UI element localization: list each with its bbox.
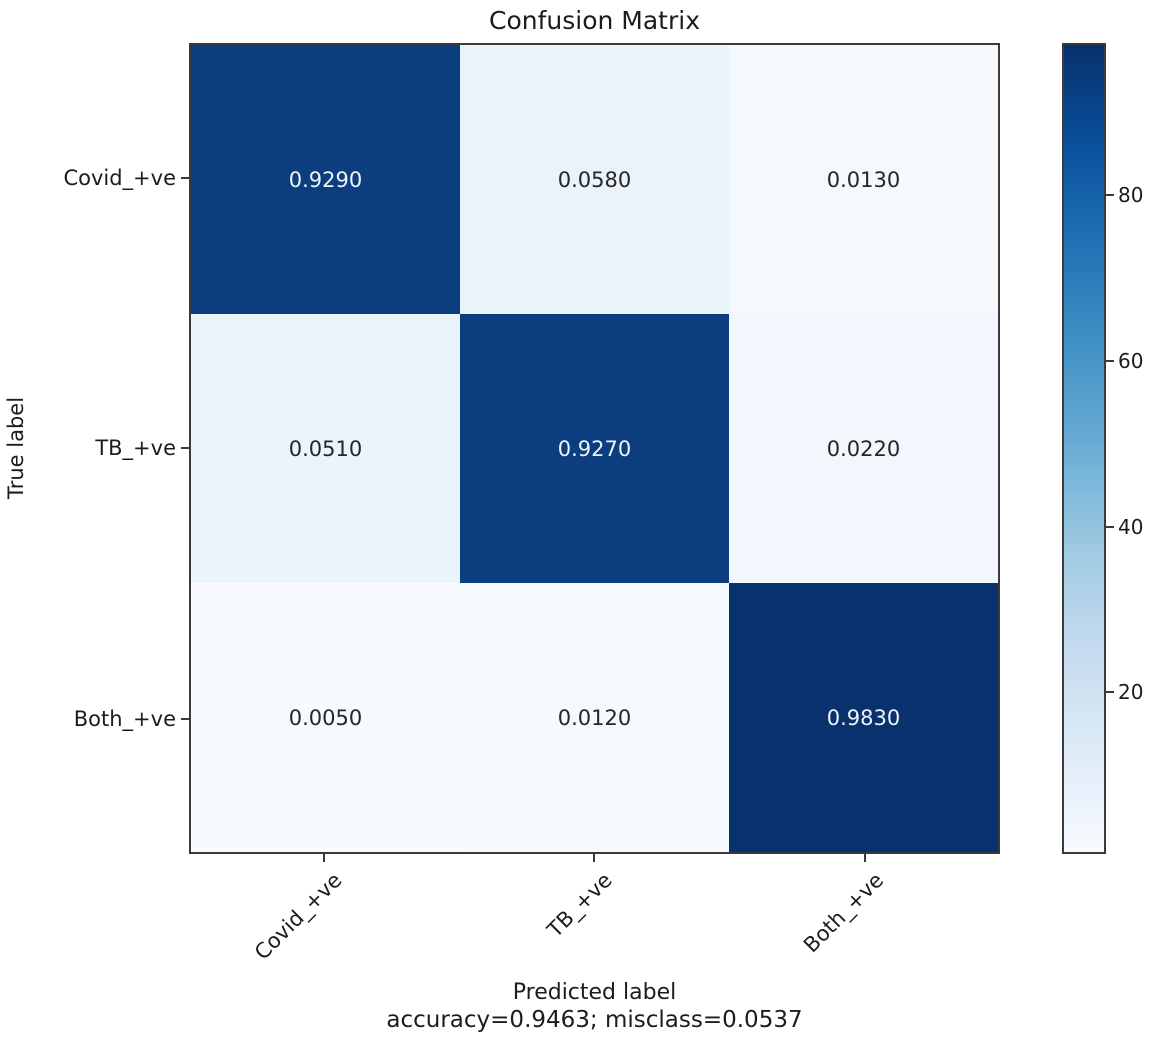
- x-tick-label: TB_+ve: [542, 868, 617, 943]
- x-axis-label: Predicted label: [512, 980, 677, 1005]
- colorbar-tick-mark: [1106, 526, 1114, 528]
- colorbar-tick-mark: [1106, 360, 1114, 362]
- matrix-cell: 0.9290: [191, 45, 460, 314]
- y-tick-label: TB_+ve: [95, 436, 176, 460]
- matrix-cell: 0.0050: [191, 583, 460, 852]
- y-tick-mark: [181, 718, 189, 720]
- accuracy-footnote: accuracy=0.9463; misclass=0.0537: [386, 1007, 803, 1033]
- y-axis-label: True label: [4, 396, 28, 500]
- x-tick-label: Covid_+ve: [250, 868, 347, 965]
- matrix-cell: 0.0580: [460, 45, 729, 314]
- chart-title: Confusion Matrix: [488, 6, 700, 35]
- matrix-cell: 0.9830: [729, 583, 998, 852]
- colorbar-tick-label: 80: [1118, 183, 1144, 207]
- x-tick-mark: [323, 854, 325, 862]
- y-tick-mark: [181, 447, 189, 449]
- x-tick-mark: [593, 854, 595, 862]
- heatmap-plot-area: 0.9290 0.0580 0.0130 0.0510 0.9270 0.022…: [189, 43, 1000, 854]
- colorbar-tick-label: 40: [1118, 515, 1144, 539]
- x-tick-label: Both_+ve: [798, 868, 888, 958]
- matrix-cell: 0.0220: [729, 314, 998, 583]
- y-tick-label: Both_+ve: [73, 707, 176, 731]
- colorbar-gradient: [1062, 43, 1106, 854]
- matrix-cell: 0.0510: [191, 314, 460, 583]
- colorbar-tick-label: 60: [1118, 349, 1144, 373]
- matrix-cell: 0.9270: [460, 314, 729, 583]
- y-tick-label: Covid_+ve: [63, 166, 176, 190]
- colorbar-tick-label: 20: [1118, 680, 1144, 704]
- y-tick-mark: [181, 177, 189, 179]
- colorbar-tick-mark: [1106, 194, 1114, 196]
- matrix-cell: 0.0130: [729, 45, 998, 314]
- colorbar-tick-mark: [1106, 691, 1114, 693]
- x-tick-mark: [864, 854, 866, 862]
- matrix-cell: 0.0120: [460, 583, 729, 852]
